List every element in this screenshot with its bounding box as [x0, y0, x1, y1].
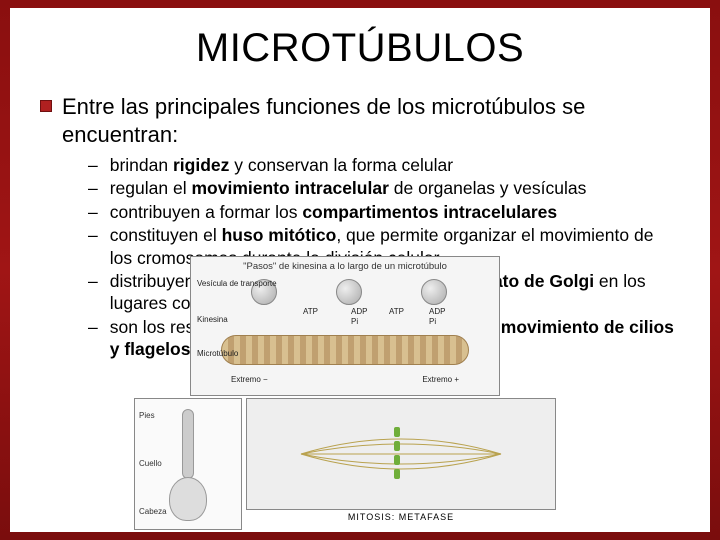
dash-icon: – [88, 201, 98, 223]
label-adp: ADP [351, 307, 367, 316]
label-cuello: Cuello [139, 459, 162, 468]
label-cabeza: Cabeza [139, 507, 167, 516]
label-kinesin: Kinesina [197, 315, 228, 324]
list-item: – regulan el movimiento intracelular de … [88, 177, 680, 199]
bullet-square-icon [40, 100, 52, 112]
list-item-text: regulan el movimiento intracelular de or… [110, 177, 587, 199]
figure-kinesin: "Pasos" de kinesina a lo largo de un mic… [190, 256, 500, 396]
vesicle-icon [336, 279, 362, 305]
dash-icon: – [88, 154, 98, 176]
figure-mitosis-caption: MITOSIS: METAFASE [246, 512, 556, 522]
intro-bullet: Entre las principales funciones de los m… [40, 93, 680, 148]
list-item: – brindan rigidez y conservan la forma c… [88, 154, 680, 176]
label-adp: ADP [429, 307, 445, 316]
label-atp: ATP [303, 307, 318, 316]
dash-icon: – [88, 224, 98, 269]
vesicle-icon [421, 279, 447, 305]
label-pies: Pies [139, 411, 155, 420]
label-microtubule: Microtúbulo [197, 349, 238, 358]
list-item-text: contribuyen a formar los compartimentos … [110, 201, 557, 223]
microtubule-icon [221, 335, 469, 365]
label-pi: Pi [351, 317, 358, 326]
slide-container: MICROTÚBULOS Entre las principales funci… [10, 8, 710, 532]
label-end-plus: Extremo + [422, 375, 459, 384]
label-vesicle: Vesícula de transporte [197, 279, 277, 288]
label-end-minus: Extremo − [231, 375, 268, 384]
dash-icon: – [88, 270, 98, 315]
list-item-text: brindan rigidez y conservan la forma cel… [110, 154, 453, 176]
figure-cilium: Pies Cuello Cabeza [134, 398, 242, 530]
list-item: – contribuyen a formar los compartimento… [88, 201, 680, 223]
dash-icon: – [88, 177, 98, 199]
cilium-head-icon [169, 477, 207, 521]
slide-title: MICROTÚBULOS [40, 26, 680, 71]
intro-text: Entre las principales funciones de los m… [62, 93, 680, 148]
label-atp: ATP [389, 307, 404, 316]
spindle-icon [291, 419, 511, 489]
dash-icon: – [88, 316, 98, 361]
figure-mitosis [246, 398, 556, 510]
spindle-svg [291, 419, 511, 489]
figure-kinesin-title: "Pasos" de kinesina a lo largo de un mic… [191, 261, 499, 272]
cilium-stem-icon [182, 409, 194, 479]
label-pi: Pi [429, 317, 436, 326]
